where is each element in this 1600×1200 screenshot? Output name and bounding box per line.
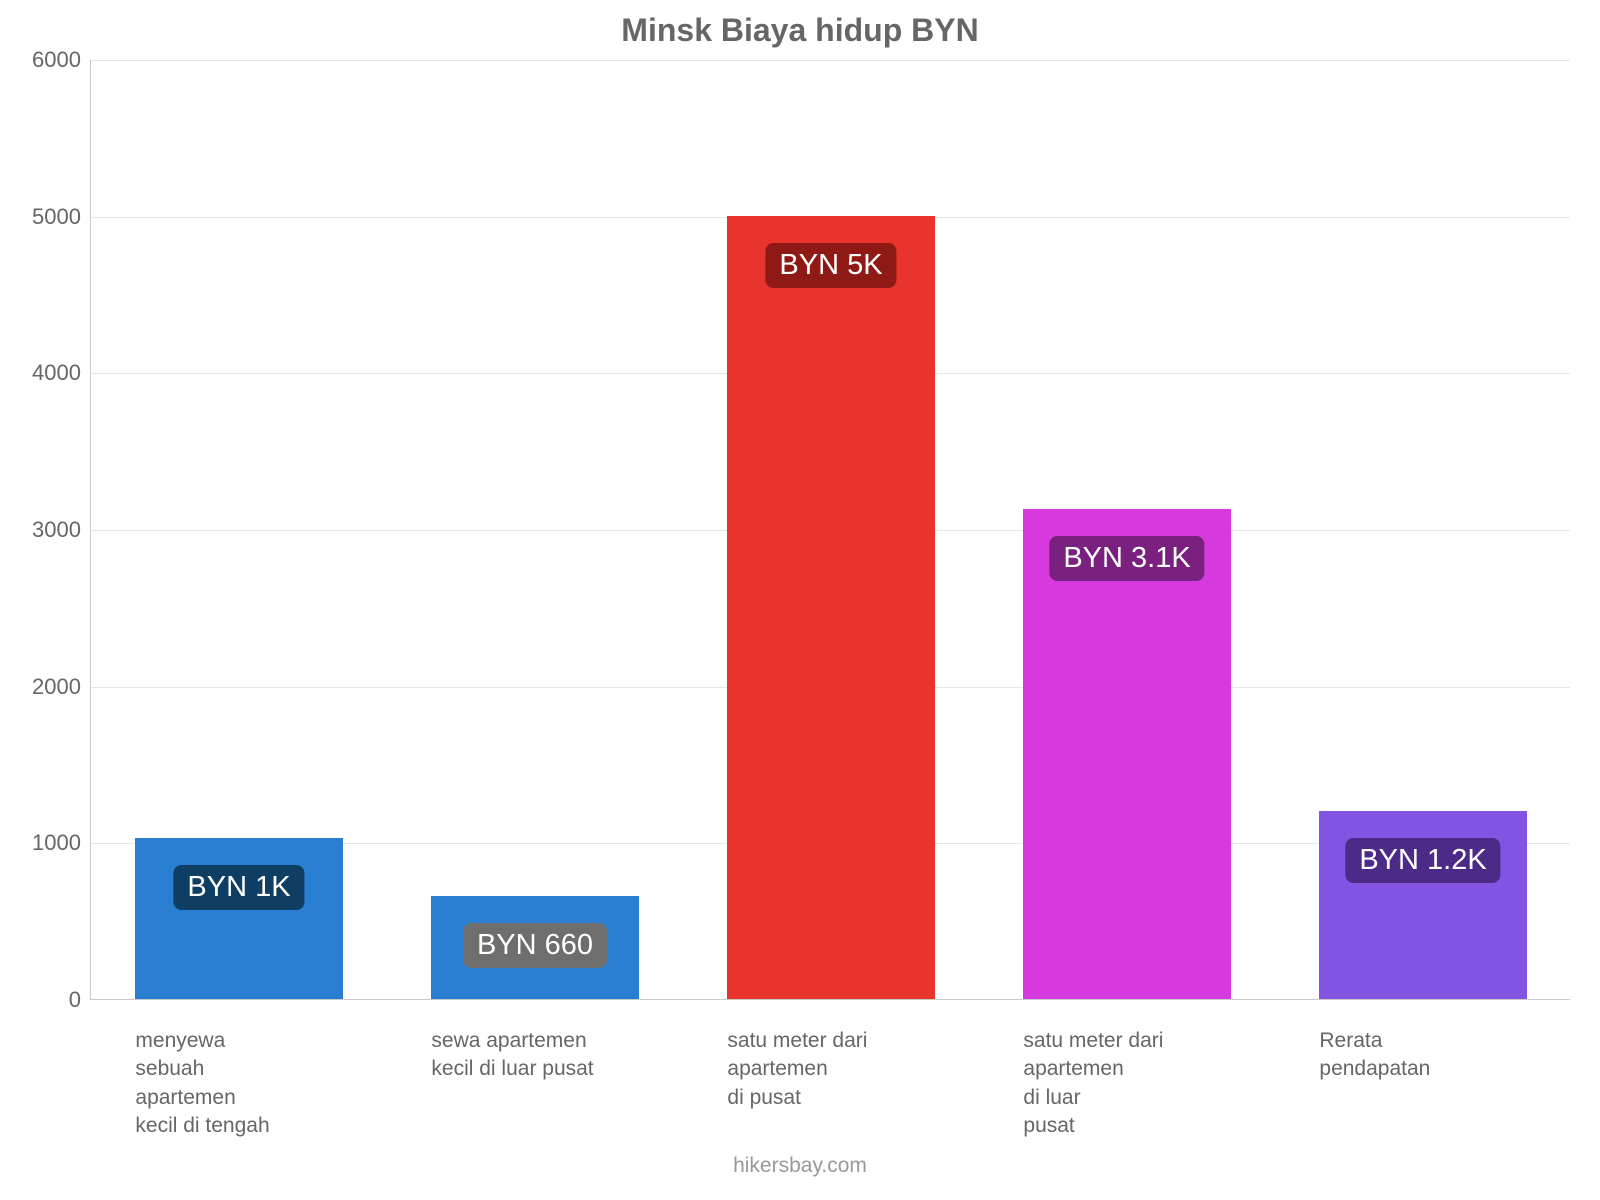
bar [727,216,934,999]
y-tick-label: 3000 [32,517,81,543]
x-category-label: Reratapendapatan [1319,1027,1549,1084]
x-category-label: menyewasebuahapartemenkecil di tengah [135,1027,365,1140]
y-tick-label: 1000 [32,830,81,856]
bar [1023,509,1230,999]
gridline [91,60,1570,61]
cost-of-living-chart: Minsk Biaya hidup BYN 010002000300040005… [0,0,1600,1200]
value-badge: BYN 1K [173,865,304,910]
x-category-label: satu meter dariapartemendi luarpusat [1023,1027,1253,1140]
value-badge: BYN 5K [765,243,896,288]
y-tick-label: 0 [69,987,81,1013]
y-tick-label: 5000 [32,204,81,230]
chart-title: Minsk Biaya hidup BYN [0,12,1600,49]
x-category-label: satu meter dariapartemendi pusat [727,1027,957,1112]
value-badge: BYN 3.1K [1049,536,1204,581]
value-badge: BYN 1.2K [1345,838,1500,883]
bar [135,838,342,999]
y-tick-label: 6000 [32,47,81,73]
plot-area: 0100020003000400050006000BYN 1Kmenyewase… [90,60,1570,1000]
value-badge: BYN 660 [463,923,607,968]
x-category-label: sewa apartemenkecil di luar pusat [431,1027,661,1084]
y-tick-label: 2000 [32,674,81,700]
attribution-text: hikersbay.com [0,1154,1600,1178]
y-tick-label: 4000 [32,360,81,386]
